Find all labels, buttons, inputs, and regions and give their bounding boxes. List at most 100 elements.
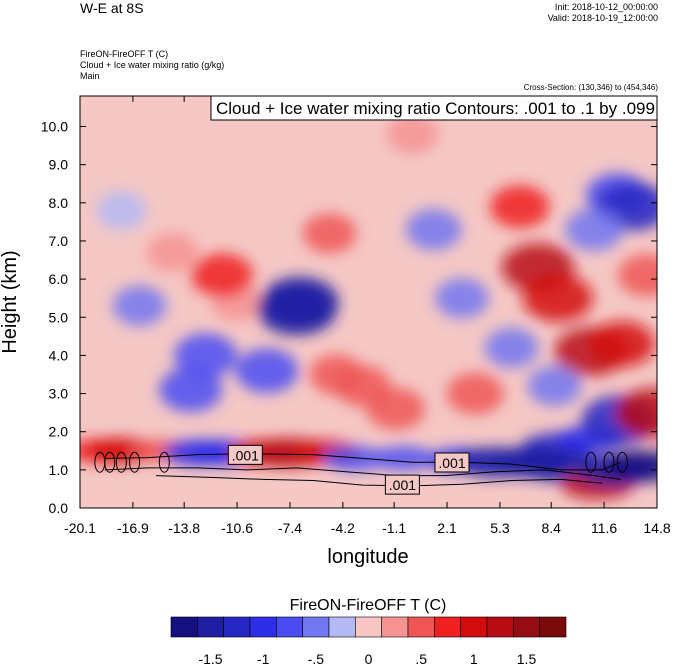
colorbar-title: FireON-FireOFF T (C) [290,597,447,614]
anomaly-blob [446,372,504,415]
contour-legend-text: Cloud + Ice water mixing ratio Contours:… [216,99,655,118]
x-tick-label: 2.1 [437,520,457,536]
field-description: FireON-FireOFF T (C) Cloud + Ice water m… [80,49,224,82]
colorbar-swatch [407,616,435,638]
contour-line [104,453,621,471]
x-tick-label: 5.3 [490,520,510,536]
anomaly-blob [589,321,656,367]
colorbar-swatch [328,616,356,638]
contour-label-box [434,452,470,473]
y-tick-label: 4.0 [49,347,69,363]
colorbar-swatch [249,616,277,638]
init-valid-times: Init: 2018-10-12_00:00:00 Valid: 2018-10… [548,2,658,24]
anomaly-blob [302,213,357,254]
cross-section-label: Cross-Section: (130,346) to (454,346) [523,83,658,92]
anomaly-blob [174,333,238,378]
contour-loop [158,451,170,473]
y-tick-label: 2.0 [49,424,69,440]
contour-label-box [227,444,263,465]
y-tick-label: 0.0 [49,500,69,516]
colorbar-swatch [460,616,488,638]
colorbar-swatch [276,616,303,638]
anomaly-blob [564,208,624,251]
anomaly-blob [522,274,594,323]
x-tick-label: -16.9 [117,520,149,536]
anomaly-blob [191,253,254,298]
colorbar-tick-label: 1.5 [517,651,537,667]
colorbar-swatch [197,616,224,638]
anomaly-blob [617,254,657,297]
valid-time: Valid: 2018-10-19_12:00:00 [547,13,658,23]
anomaly-blob [603,450,657,483]
anomaly-blob [159,367,223,413]
contour-loop [585,451,597,473]
plot-title: W-E at 8S [80,0,144,16]
colorbar-swatch [223,616,251,638]
colorbar-swatch [539,616,567,638]
colorbar-tick-label: 1 [470,651,478,667]
contour-loop [603,451,615,473]
field-temperature-diff: FireON-FireOFF T (C) [80,49,169,59]
x-tick-label: 14.8 [643,520,670,536]
contour-label: .001 [438,455,465,471]
temperature-anomalies [80,114,657,500]
anomaly-blob [366,387,425,431]
contour-label-box [384,474,420,495]
y-tick-label: 3.0 [49,386,69,402]
y-tick-label: 7.0 [49,233,69,249]
colorbar-tick-label: .5 [415,651,427,667]
anomaly-blob [489,185,550,229]
colorbar: -1.5 -1 -.5 0 .5 1 1.5 [170,616,567,667]
x-axis: -20.1 -16.9 -13.8 -10.6 -7.4 -4.2 -1.1 2.1 5.3 8.… [64,96,671,536]
field-cloud-ice: Cloud + Ice water mixing ratio (g/kg) [80,60,225,70]
x-axis-label: longitude [327,546,408,568]
x-tick-label: -20.1 [64,520,96,536]
contour-label: .001 [389,477,416,493]
anomaly-blob [386,114,439,155]
anomaly-blob [615,388,657,438]
colorbar-swatch [513,616,540,638]
x-tick-label: -7.4 [278,520,302,536]
anomaly-blob [112,285,167,326]
x-tick-label: -13.8 [168,520,200,536]
y-tick-label: 9.0 [49,157,69,173]
x-tick-label: -1.1 [382,520,406,536]
anomaly-blob [484,327,539,368]
colorbar-swatch [486,616,514,638]
colorbar-tick-label: -1.5 [198,651,222,667]
anomaly-blob [146,232,199,273]
cloud-contours [94,451,628,487]
contour-legend-box [210,95,658,121]
y-tick-label: 6.0 [49,271,69,287]
y-tick-label: 10.0 [41,119,68,135]
y-tick-label: 5.0 [49,309,69,325]
contour-loop [129,451,141,473]
y-axis-label: Height (km) [0,250,21,353]
colorbar-tick-label: -1 [257,651,270,667]
contour-labels: .001 .001 .001 [227,444,470,495]
anomaly-blob [372,446,436,471]
colorbar-swatch [355,616,382,638]
anomaly-blob [309,354,364,395]
anomaly-blob [96,191,147,230]
colorbar-swatch [434,616,461,638]
colorbar-swatch [302,616,330,638]
colorbar-swatch [381,616,409,638]
x-tick-label: 8.4 [541,520,561,536]
anomaly-blob [435,278,489,319]
y-tick-label: 1.0 [49,462,69,478]
contour-line [104,467,621,480]
contour-loop [115,451,127,473]
init-time: Init: 2018-10-12_00:00:00 [554,2,658,12]
x-tick-label: -10.6 [221,520,253,536]
y-tick-label: 8.0 [49,195,69,211]
contour-legend: Cloud + Ice water mixing ratio Contours:… [210,95,658,121]
y-axis: 0.0 1.0 2.0 3.0 4.0 5.0 6.0 7.0 8.0 9.0 10.0 [41,119,657,516]
colorbar-tick-label: 0 [365,651,373,667]
anomaly-blob [405,208,462,251]
field-domain: Main [80,71,100,81]
x-tick-label: -4.2 [331,520,355,536]
contour-loop [104,451,116,473]
colorbar-tick-label: -.5 [308,651,325,667]
